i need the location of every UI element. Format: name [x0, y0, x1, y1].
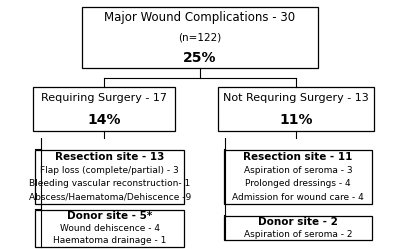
FancyBboxPatch shape	[224, 216, 372, 241]
FancyBboxPatch shape	[35, 210, 184, 247]
Text: Resection site - 13: Resection site - 13	[55, 152, 164, 162]
FancyBboxPatch shape	[34, 87, 174, 130]
Text: Abscess/Haematoma/Dehiscence -9: Abscess/Haematoma/Dehiscence -9	[29, 192, 191, 202]
Text: (n=122): (n=122)	[178, 33, 222, 43]
Text: Donor site - 2: Donor site - 2	[258, 217, 338, 227]
FancyBboxPatch shape	[35, 150, 184, 204]
Text: Wound dehiscence - 4: Wound dehiscence - 4	[60, 224, 160, 233]
Text: Requiring Surgery - 17: Requiring Surgery - 17	[41, 93, 167, 103]
Text: Prolonged dressings - 4: Prolonged dressings - 4	[245, 179, 351, 188]
Text: 11%: 11%	[279, 113, 313, 127]
FancyBboxPatch shape	[224, 150, 372, 204]
FancyBboxPatch shape	[82, 7, 318, 68]
Text: 25%: 25%	[183, 51, 217, 65]
Text: Haematoma drainage - 1: Haematoma drainage - 1	[53, 236, 166, 245]
Text: Resection site - 11: Resection site - 11	[243, 152, 353, 162]
FancyBboxPatch shape	[218, 87, 374, 130]
Text: Not Requring Surgery - 13: Not Requring Surgery - 13	[223, 93, 369, 103]
Text: Admission for wound care - 4: Admission for wound care - 4	[232, 192, 364, 202]
Text: Donor site - 5*: Donor site - 5*	[67, 211, 152, 221]
Text: Flap loss (complete/partial) - 3: Flap loss (complete/partial) - 3	[40, 166, 179, 175]
Text: 14%: 14%	[87, 113, 121, 127]
Text: Aspiration of seroma - 3: Aspiration of seroma - 3	[244, 166, 352, 175]
Text: Bleeding vascular reconstruction- 1: Bleeding vascular reconstruction- 1	[29, 179, 190, 188]
Text: Aspiration of seroma - 2: Aspiration of seroma - 2	[244, 230, 352, 239]
Text: Major Wound Complications - 30: Major Wound Complications - 30	[104, 11, 296, 24]
